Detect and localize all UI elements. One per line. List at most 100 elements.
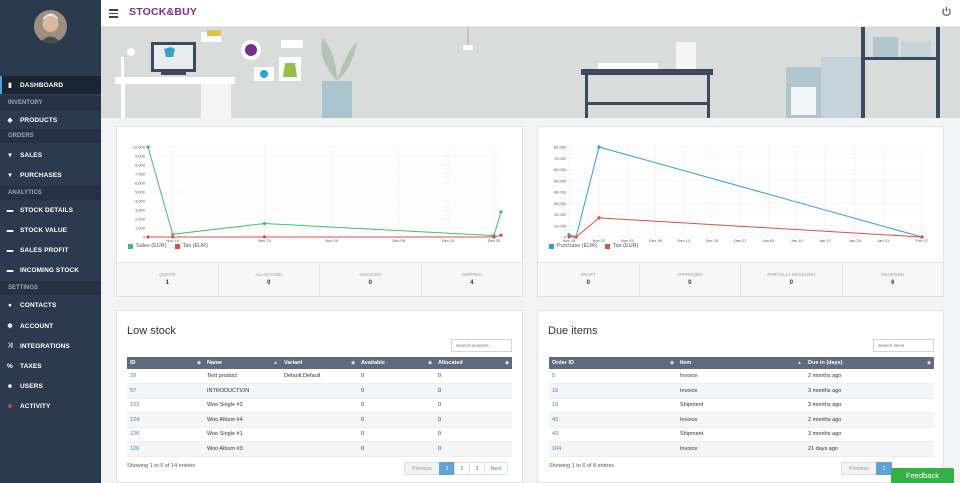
table-cell: 0 (358, 398, 435, 413)
row-id-link[interactable]: 5 (549, 369, 677, 384)
table-cell: Invoice (677, 412, 805, 428)
table-row[interactable]: 124 Woo Album #4 0 0 (127, 412, 512, 428)
sidebar-item-account[interactable]: ✱ ACCOUNT (0, 317, 101, 335)
table-cell: Woo Single #1 (204, 427, 281, 442)
dashboard-banner (101, 27, 960, 118)
data-point[interactable] (499, 233, 503, 237)
legend-tax[interactable]: Tax (EUR) (174, 243, 208, 249)
row-id-link[interactable]: 43 (549, 427, 677, 442)
sidebar-item-stock-value[interactable]: ▬ STOCK VALUE (0, 221, 101, 239)
sidebar-item-sales[interactable]: ▾ SALES (0, 146, 101, 164)
column-header-order-id[interactable]: Order ID ◆ (549, 357, 677, 369)
row-id-link[interactable]: 126 (127, 427, 204, 442)
pagination-2[interactable]: 2 (454, 462, 470, 475)
row-id-link[interactable]: 104 (549, 441, 677, 457)
table-row[interactable]: 19 Shipment 3 months ago (549, 398, 934, 413)
row-id-link[interactable]: 57 (127, 383, 204, 399)
legend-sales[interactable]: Sales (EUR) (128, 243, 167, 249)
table-row[interactable]: 123 Woo Single #2 0 0 (127, 398, 512, 413)
search-products-input[interactable] (451, 339, 512, 352)
y-tick-label: 0 (143, 235, 146, 240)
pagination-1[interactable]: 1 (439, 462, 455, 475)
table-row[interactable]: 57 INTRODUCTION 0 0 (127, 383, 512, 399)
row-id-link[interactable]: 43 (549, 412, 677, 428)
data-point[interactable] (262, 235, 267, 239)
table-row[interactable]: 19 Invoice 3 months ago (549, 383, 934, 399)
table-row[interactable]: 5 Invoice 2 months ago (549, 369, 934, 384)
chart-icon: ▬ (6, 206, 14, 214)
feedback-button[interactable]: Feedback (891, 468, 954, 483)
sidebar-item-contacts[interactable]: ● CONTACTS (0, 296, 101, 314)
app-logo[interactable]: STOCK&BUY (129, 6, 198, 18)
table-row[interactable]: 126 Woo Single #1 0 0 (127, 427, 512, 442)
data-point[interactable] (146, 235, 150, 239)
data-point[interactable] (171, 232, 175, 236)
row-id-link[interactable]: 19 (549, 398, 677, 413)
y-tick-label: 60,000 (554, 167, 567, 172)
row-id-link[interactable]: 124 (127, 412, 204, 428)
data-point[interactable] (171, 235, 175, 239)
table-cell: 0 (435, 441, 512, 457)
sidebar-item-label: INTEGRATIONS (20, 342, 70, 350)
data-point[interactable] (499, 210, 503, 214)
stat-label: APPROVED (677, 272, 703, 277)
data-point[interactable] (597, 145, 601, 149)
user-avatar[interactable] (34, 10, 67, 43)
legend-purchase-tax[interactable]: Tax (EUR) (605, 243, 638, 249)
row-id-link[interactable]: 29 (127, 369, 204, 384)
sidebar-item-integrations[interactable]: ⤨ INTEGRATIONS (0, 337, 101, 355)
table-row[interactable]: 104 Invoice 21 days ago (549, 441, 934, 457)
data-point[interactable] (920, 235, 924, 239)
sidebar-item-stock-details[interactable]: ▬ STOCK DETAILS (0, 201, 101, 219)
sidebar-item-users[interactable]: ■ USERS (0, 377, 101, 395)
data-point[interactable] (567, 233, 571, 237)
sidebar-item-label: ACCOUNT (20, 322, 54, 330)
table-row[interactable]: 43 Invoice 2 months ago (549, 412, 934, 428)
table-row[interactable]: 126 Woo Album #3 0 0 (127, 441, 512, 457)
purchase-chart-legend: Purchase (EUR) Tax (EUR) (549, 243, 646, 249)
table-cell (281, 412, 358, 428)
column-header-due-in-days-[interactable]: Due in (days) ◆ (805, 357, 934, 369)
pagination-previous[interactable]: Previous (404, 462, 440, 475)
sidebar-item-dashboard[interactable]: ▮ DASHBOARD (0, 76, 101, 94)
pagination-next[interactable]: Next (484, 462, 508, 475)
row-id-link[interactable]: 126 (127, 441, 204, 457)
column-header-available[interactable]: Available ◆ (358, 357, 435, 369)
legend-purchase[interactable]: Purchase (EUR) (549, 243, 597, 249)
sidebar-item-activity[interactable]: ■ ACTIVITY (0, 397, 101, 415)
data-point[interactable] (567, 235, 571, 239)
purchase-status-stats: DRAFT 0 APPROVED 0 PARTIALLY RECEIVED 0 RECEIV… (538, 262, 943, 296)
menu-toggle-icon[interactable] (109, 9, 118, 18)
table-row[interactable]: 29 Test product Default,Default 0 0 (127, 369, 512, 384)
power-icon[interactable] (941, 6, 952, 17)
search-items-input[interactable] (873, 339, 934, 352)
column-header-id[interactable]: ID ◆ (127, 357, 204, 369)
sidebar-item-products[interactable]: ◆ PRODUCTS (0, 111, 101, 129)
row-id-link[interactable]: 123 (127, 398, 204, 413)
x-tick-label: Jan 17 (819, 238, 832, 243)
sidebar-item-taxes[interactable]: % TAXES (0, 357, 101, 375)
column-header-label: Due in (days) (808, 360, 843, 366)
sidebar-item-incoming-stock[interactable]: ▬ INCOMING STOCK (0, 261, 101, 279)
row-id-link[interactable]: 19 (549, 383, 677, 399)
sidebar-item-label: SALES (20, 151, 43, 159)
table-row[interactable]: 43 Shipment 3 months ago (549, 427, 934, 442)
table-cell: Invoice (677, 369, 805, 384)
sidebar-item-label: INCOMING STOCK (20, 266, 80, 274)
pagination-previous[interactable]: Previous (841, 462, 877, 475)
column-header-variant[interactable]: Variant ◆ (281, 357, 358, 369)
data-point[interactable] (262, 221, 267, 226)
sidebar-item-purchases[interactable]: ▾ PURCHASES (0, 166, 101, 184)
data-point[interactable] (492, 235, 496, 239)
column-header-name[interactable]: Name ▲ (204, 357, 281, 369)
data-point[interactable] (146, 145, 150, 149)
sidebar-item-sales-profit[interactable]: ▬ SALES PROFIT (0, 241, 101, 259)
column-header-item[interactable]: Item ▲ (677, 357, 805, 369)
sort-icon: ◆ (670, 360, 674, 366)
data-point[interactable] (574, 235, 578, 239)
pagination-1[interactable]: 1 (876, 462, 892, 475)
pagination-3[interactable]: 3 (469, 462, 485, 475)
column-header-allocated[interactable]: Allocated ◆ (435, 357, 512, 369)
data-point[interactable] (597, 216, 601, 220)
stat-value: 0 (368, 280, 372, 286)
